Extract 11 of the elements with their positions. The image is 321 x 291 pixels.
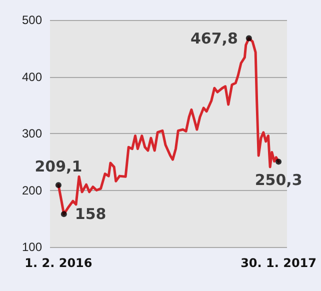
annotation: 209,1 xyxy=(34,158,82,176)
x-tick-label: 1. 2. 2016 xyxy=(24,256,92,270)
y-tick-label: 400 xyxy=(22,70,42,84)
y-tick-label: 100 xyxy=(22,240,42,254)
x-tick-label: 30. 1. 2017 xyxy=(240,256,316,270)
annotation: 250,3 xyxy=(254,171,302,190)
y-tick-label: 500 xyxy=(22,13,42,27)
y-tick-label: 200 xyxy=(22,183,42,198)
annotation: 158 xyxy=(74,205,106,224)
annotation: 467,8 xyxy=(190,29,238,48)
y-tick-label: 300 xyxy=(22,126,42,140)
